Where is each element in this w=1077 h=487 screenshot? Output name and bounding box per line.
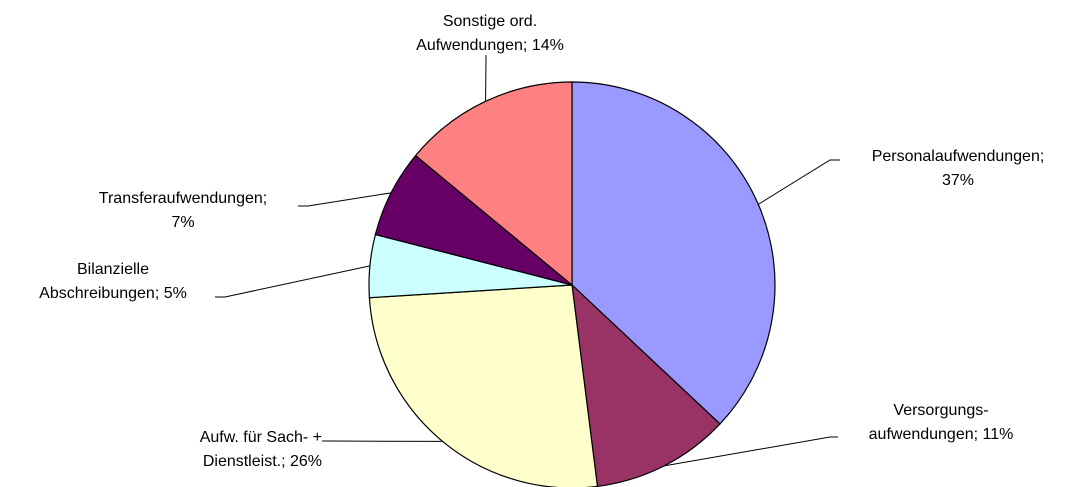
pie-slice: [368, 284, 599, 487]
leader-line: [664, 436, 838, 467]
data-label: Aufw. für Sach- +: [200, 429, 322, 446]
data-label: Dienstleist.; 26%: [203, 453, 322, 470]
data-label: Transferaufwendungen;: [99, 190, 267, 207]
data-label: Abschreibungen; 5%: [39, 285, 187, 302]
data-label: 7%: [171, 214, 194, 231]
pie-slice: [414, 81, 573, 287]
data-label: Aufwendungen; 14%: [416, 37, 564, 54]
data-label: Personalaufwendungen;: [872, 148, 1045, 165]
data-label: Sonstige ord.: [443, 13, 537, 30]
leader-line: [298, 192, 392, 207]
data-label: Versorgungs-: [893, 402, 988, 419]
data-label: aufwendungen; 11%: [869, 426, 1014, 443]
leader-line: [758, 159, 840, 205]
data-label: Bilanzielle: [77, 261, 149, 278]
leader-line: [215, 265, 371, 298]
data-label: 37%: [942, 172, 974, 189]
